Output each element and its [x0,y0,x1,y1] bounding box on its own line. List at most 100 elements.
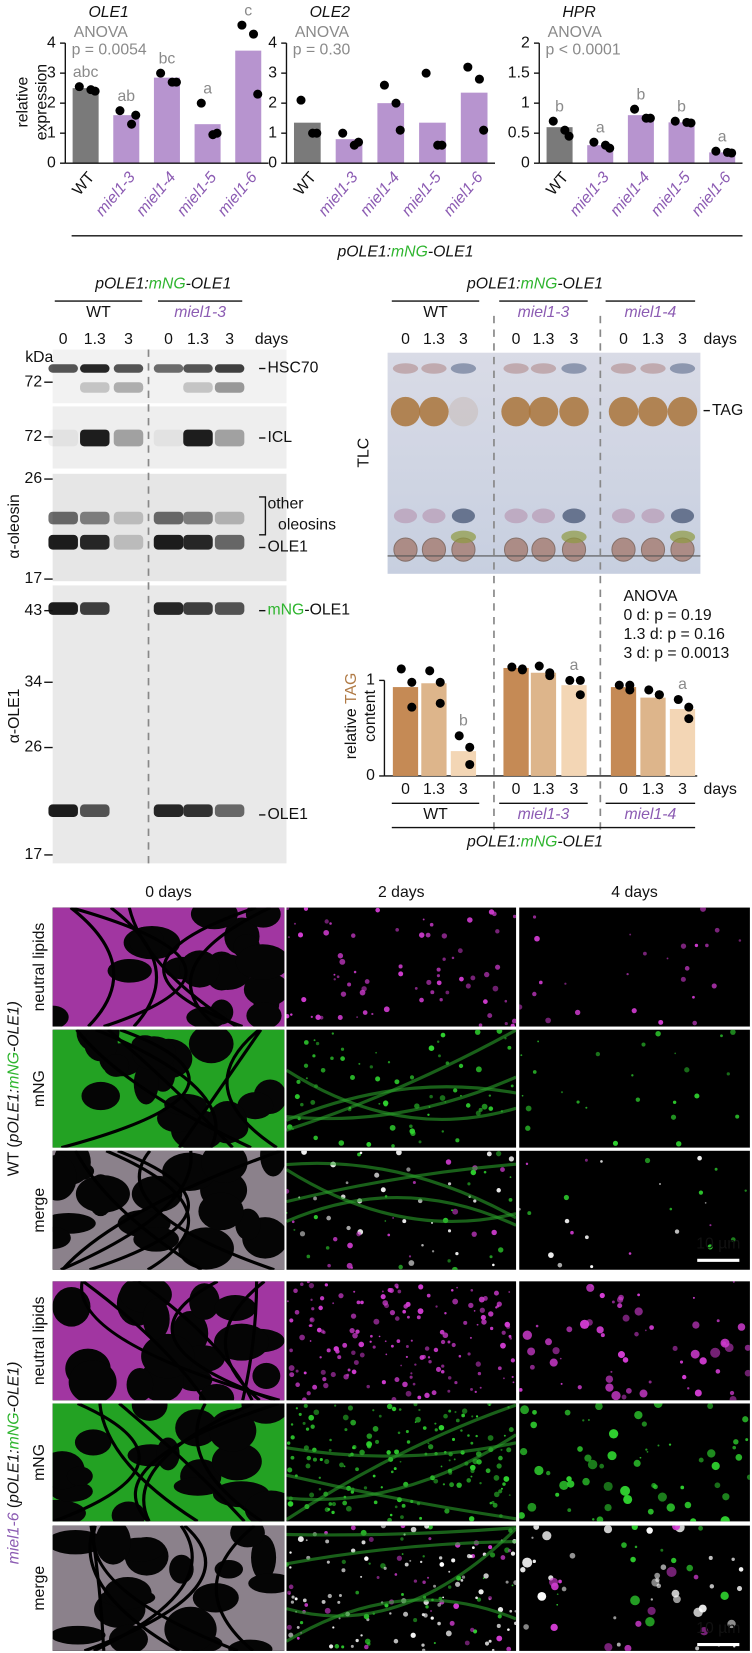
fluor-dot [469,1554,473,1558]
fluor-dot [409,1375,413,1379]
fluor-dot [470,1387,473,1391]
annotation: 3 d: p = 0.0013 [624,645,730,662]
fluor-dot [294,1597,298,1601]
bar [610,687,637,776]
fluor-dot [350,1644,354,1648]
fluor-dot [415,1416,421,1423]
cell-wall [69,907,116,1027]
x-tick-label: 0 [512,781,521,798]
x-tick-label: miel1-5 [174,169,220,220]
fluor-dot [475,1596,478,1600]
data-point [684,702,694,712]
fluor-dot [286,907,290,911]
fluor-dot [294,1309,300,1315]
fluor-dot [655,1030,661,1037]
fluor-dot [331,1501,337,1507]
fluor-dot [704,1202,707,1204]
fluor-dot [375,907,380,913]
fluor-dot [435,1366,442,1372]
fluor-dot [483,1296,488,1301]
fluor-dot [504,1021,508,1026]
days-label: days [255,331,288,348]
fluor-dot [447,1340,451,1344]
fluor-dot [666,1503,675,1512]
y-tick-label: 4 [47,34,56,51]
fluor-dot [396,1555,402,1561]
fluor-dot [693,1574,699,1580]
fluor-dot [456,1482,462,1488]
cell-void [126,1367,154,1401]
fluor-dot [563,1194,569,1201]
band [48,804,78,818]
fluor-dot [386,1403,393,1410]
fluor-dot [427,1442,430,1445]
fluor-dot [475,1361,481,1367]
fluor-dot [442,1332,449,1339]
data-point [575,675,585,685]
fluor-dot [726,1072,730,1076]
fluor-dot [442,1483,446,1486]
fluor-dot [296,1625,300,1629]
cell-wall [133,1403,280,1522]
fluor-dot [346,1225,351,1231]
fluor-dot [333,978,336,981]
fluor-dot [387,1233,391,1237]
fluor-dot [330,1372,336,1378]
fluor-dot [369,1065,373,1069]
fluor-dot [680,1485,685,1490]
fluor-dot [445,1159,452,1165]
annotation: ANOVA [624,588,679,605]
cell-wall [70,907,188,1027]
fluor-dot [325,1246,330,1250]
fluor-dot [436,967,441,972]
fluor-dot [488,1106,494,1111]
fluor-dot [492,911,497,917]
band-label: HSC70 [268,360,319,377]
fluor-dot [309,1340,312,1342]
fluor-dot [470,1627,475,1633]
fluor-dot [559,1357,562,1360]
fluor-dot [502,1377,505,1380]
micrograph [286,1029,517,1148]
micrograph [519,1281,750,1401]
micrograph-content [286,1525,517,1651]
fluor-dot [396,1286,399,1289]
x-tick-label: miel1-3 [93,169,139,220]
fluor-dot [313,1215,318,1220]
cell-wall [137,1150,275,1270]
fluor-dot [709,1584,715,1589]
y-tick-label: 3 [47,64,56,81]
fluor-dot [306,1254,311,1259]
fluor-dot [646,1451,649,1453]
fluor-dot [394,1505,398,1509]
fluor-dot [720,1516,730,1522]
fluor-dot [576,1100,580,1104]
fluor-dot [744,1189,747,1192]
fluor-dot [511,1584,514,1587]
fluor-dot [566,1326,573,1333]
fluor-dot [453,1088,458,1093]
cell-void [68,1360,117,1401]
data-point [644,685,654,695]
fluor-dot [483,1170,487,1174]
fluor-dot [313,1039,316,1042]
fluor-dot [478,1589,484,1595]
micrograph-content [520,1029,740,1147]
annotation: ANOVA [295,24,350,41]
fluor-dot [421,1643,425,1647]
fluor-dot [470,975,476,981]
day-label: 0 [59,331,68,348]
genotype-label-part: pOLE1: [466,833,521,850]
row-label: mNG [31,1444,48,1481]
fluor-dot [671,1557,677,1564]
fluor-dot [495,964,501,970]
fluor-dot [388,1287,394,1294]
fluor-dot [478,1107,483,1112]
fluor-dot [466,1478,472,1483]
fluor-dot [297,1536,304,1543]
micrograph-content [286,1150,517,1270]
fluor-dot [470,1475,473,1478]
fluor-dot [451,1209,454,1212]
cell-void [188,1029,234,1064]
